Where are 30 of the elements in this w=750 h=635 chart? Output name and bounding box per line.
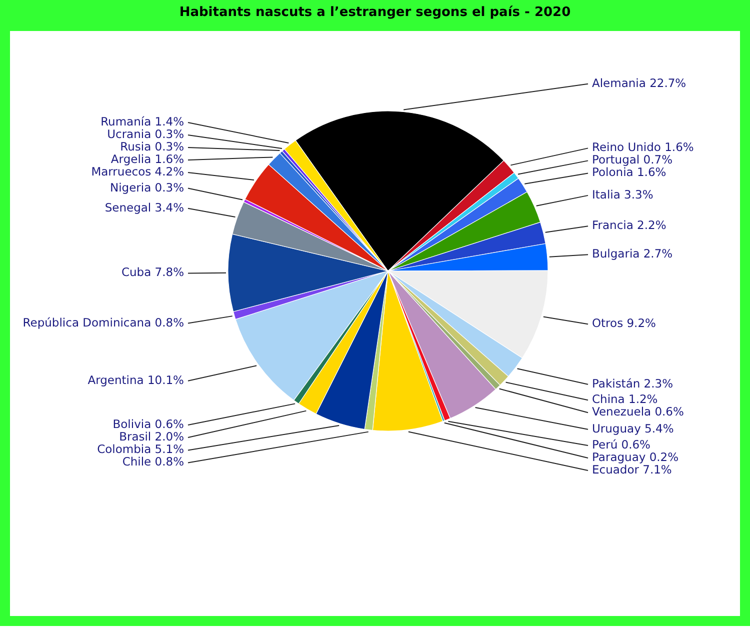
- slice-label: Alemania 22.7%: [592, 76, 686, 90]
- slice-label: Ecuador 7.1%: [592, 462, 672, 477]
- slice-label: China 1.2%: [592, 392, 658, 406]
- slice-label: Pakistán 2.3%: [592, 376, 674, 390]
- slice-label: Brasil 2.0%: [119, 429, 184, 444]
- slice-label: Bulgaria 2.7%: [592, 246, 673, 261]
- slice-label: Uruguay 5.4%: [592, 421, 674, 436]
- slice-label: Paraguay 0.2%: [592, 450, 679, 464]
- slice-label: Cuba 7.8%: [121, 265, 184, 280]
- slice-label: Argentina 10.1%: [88, 372, 184, 387]
- slice-label: Bolivia 0.6%: [112, 416, 184, 431]
- slice-label: Rusia 0.3%: [120, 139, 184, 154]
- slice-label: Portugal 0.7%: [592, 152, 673, 167]
- slice-label: Polonia 1.6%: [592, 165, 666, 180]
- slice-label: Francia 2.2%: [592, 218, 666, 232]
- slice-label: Nigeria 0.3%: [110, 180, 184, 194]
- slice-label: Senegal 3.4%: [104, 200, 184, 214]
- slice-label: Rumanía 1.4%: [100, 114, 184, 128]
- slice-label: Argelia 1.6%: [110, 152, 184, 166]
- slice-label: República Dominicana 0.8%: [22, 315, 184, 330]
- slice-label: Chile 0.8%: [122, 454, 184, 469]
- slice-label: Marruecos 4.2%: [91, 164, 184, 178]
- slice-label: Reino Unido 1.6%: [592, 140, 694, 154]
- slice-label: Italia 3.3%: [592, 187, 654, 202]
- slice-label: Venezuela 0.6%: [592, 404, 684, 419]
- slice-label: Perú 0.6%: [592, 438, 651, 452]
- slice-label: Colombia 5.1%: [97, 442, 184, 456]
- slice-label: Otros 9.2%: [592, 316, 656, 330]
- slice-label: Ucrania 0.3%: [107, 126, 184, 141]
- chart-title: Habitants nascuts a l’estranger segons el país - 2020: [179, 5, 571, 20]
